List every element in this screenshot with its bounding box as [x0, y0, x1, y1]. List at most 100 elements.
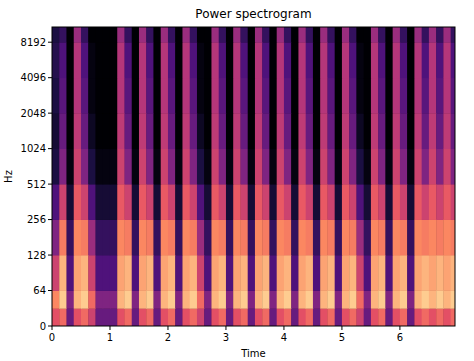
cell	[342, 113, 350, 149]
cell	[385, 184, 393, 220]
cell	[291, 149, 299, 185]
cell	[298, 291, 306, 309]
cell	[320, 42, 328, 78]
cell	[451, 42, 455, 78]
cell	[240, 27, 248, 43]
y-tick	[48, 113, 52, 114]
cell	[226, 78, 234, 114]
y-axis-label: Hz	[3, 170, 14, 183]
cell	[335, 42, 343, 78]
cell	[262, 220, 270, 256]
cell	[233, 255, 241, 291]
cell	[414, 27, 422, 43]
cell	[429, 113, 437, 149]
cell	[327, 78, 335, 114]
cell	[407, 184, 415, 220]
cell	[197, 78, 205, 114]
cell	[146, 291, 154, 309]
cell	[117, 42, 125, 78]
cell	[284, 255, 292, 291]
x-tick-label: 3	[223, 332, 229, 343]
cell	[248, 220, 256, 256]
cell	[335, 255, 343, 291]
cell	[124, 42, 132, 78]
cell	[52, 27, 60, 43]
cell	[52, 113, 60, 149]
cell	[59, 113, 67, 149]
cell	[291, 291, 299, 309]
cell	[233, 291, 241, 309]
cell	[204, 113, 212, 149]
cell	[197, 220, 205, 256]
cell	[88, 291, 96, 309]
cell	[226, 220, 234, 256]
cell	[204, 42, 212, 78]
cell	[175, 78, 183, 114]
cell	[124, 27, 132, 43]
cell	[385, 78, 393, 114]
cell	[175, 308, 183, 326]
cell	[429, 291, 437, 309]
cell	[88, 27, 96, 43]
cell	[240, 255, 248, 291]
cell	[451, 184, 455, 220]
cell	[356, 113, 364, 149]
cell	[255, 308, 263, 326]
cell	[161, 255, 169, 291]
y-tick-label: 1024	[21, 143, 46, 154]
cell	[74, 308, 82, 326]
cell	[364, 308, 372, 326]
x-tick	[52, 326, 53, 330]
cell	[81, 78, 89, 114]
cell	[436, 42, 444, 78]
cell	[371, 184, 379, 220]
cell	[364, 27, 372, 43]
cell	[262, 27, 270, 43]
cell	[451, 255, 455, 291]
cell	[59, 291, 67, 309]
cell	[124, 113, 132, 149]
cell	[443, 27, 451, 43]
cell	[422, 308, 430, 326]
cell	[422, 184, 430, 220]
cell	[190, 220, 198, 256]
cell	[262, 78, 270, 114]
cell	[190, 255, 198, 291]
cell	[110, 78, 118, 114]
cell	[74, 42, 82, 78]
cell	[277, 27, 285, 43]
cell	[255, 255, 263, 291]
cell	[342, 291, 350, 309]
cell	[349, 42, 357, 78]
cell	[124, 308, 132, 326]
cell	[313, 220, 321, 256]
cell	[277, 113, 285, 149]
cell	[81, 42, 89, 78]
cell	[298, 149, 306, 185]
cell	[385, 308, 393, 326]
cell	[342, 149, 350, 185]
cell	[400, 308, 408, 326]
cell	[219, 291, 227, 309]
cell	[320, 113, 328, 149]
cell	[400, 220, 408, 256]
cell	[400, 113, 408, 149]
cell	[327, 291, 335, 309]
cells	[52, 27, 455, 326]
cell	[74, 255, 82, 291]
cell	[81, 149, 89, 185]
cell	[451, 78, 455, 114]
cell	[146, 149, 154, 185]
cell	[66, 291, 74, 309]
cell	[320, 255, 328, 291]
x-tick	[167, 326, 168, 330]
cell	[103, 27, 111, 43]
x-tick	[283, 326, 284, 330]
cell	[219, 149, 227, 185]
cell	[371, 291, 379, 309]
cell	[153, 42, 161, 78]
cell	[139, 149, 147, 185]
cell	[204, 220, 212, 256]
cell	[248, 291, 256, 309]
cell	[132, 184, 140, 220]
